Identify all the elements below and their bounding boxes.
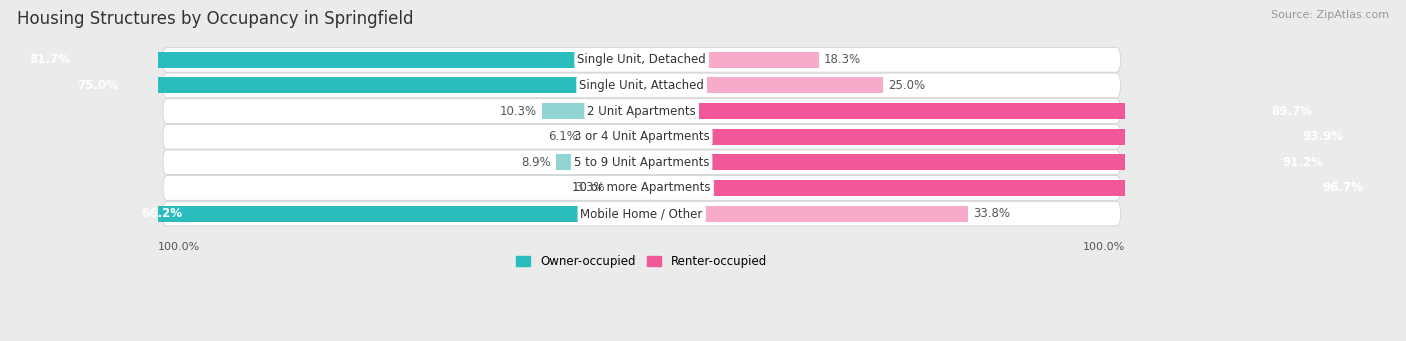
- Text: 100.0%: 100.0%: [159, 242, 201, 252]
- Text: 6.1%: 6.1%: [548, 130, 578, 143]
- Text: 66.2%: 66.2%: [141, 207, 183, 220]
- Text: 89.7%: 89.7%: [1271, 105, 1313, 118]
- FancyBboxPatch shape: [163, 150, 1121, 175]
- Text: 3 or 4 Unit Apartments: 3 or 4 Unit Apartments: [574, 130, 710, 143]
- Text: 96.7%: 96.7%: [1322, 181, 1364, 194]
- Text: Source: ZipAtlas.com: Source: ZipAtlas.com: [1271, 10, 1389, 20]
- Bar: [555, 154, 641, 170]
- FancyBboxPatch shape: [163, 124, 1121, 149]
- Bar: [543, 103, 641, 119]
- Text: 10.3%: 10.3%: [501, 105, 537, 118]
- Bar: [641, 206, 969, 222]
- Text: 5 to 9 Unit Apartments: 5 to 9 Unit Apartments: [574, 156, 710, 169]
- Bar: [641, 52, 818, 68]
- Text: Mobile Home / Other: Mobile Home / Other: [581, 207, 703, 220]
- FancyBboxPatch shape: [163, 47, 1121, 72]
- Bar: [641, 129, 1406, 145]
- Text: 2 Unit Apartments: 2 Unit Apartments: [588, 105, 696, 118]
- Text: 100.0%: 100.0%: [1083, 242, 1125, 252]
- Bar: [641, 154, 1406, 170]
- Text: 91.2%: 91.2%: [1282, 156, 1323, 169]
- FancyBboxPatch shape: [163, 176, 1121, 200]
- Text: 75.0%: 75.0%: [77, 79, 118, 92]
- Bar: [641, 103, 1406, 119]
- Text: 93.9%: 93.9%: [1302, 130, 1343, 143]
- Bar: [1, 206, 641, 222]
- Bar: [0, 77, 641, 93]
- FancyBboxPatch shape: [163, 201, 1121, 226]
- Text: 3.3%: 3.3%: [575, 181, 605, 194]
- Text: 81.7%: 81.7%: [30, 53, 70, 66]
- Text: 18.3%: 18.3%: [824, 53, 860, 66]
- Bar: [641, 77, 883, 93]
- Text: Housing Structures by Occupancy in Springfield: Housing Structures by Occupancy in Sprin…: [17, 10, 413, 28]
- Bar: [0, 52, 641, 68]
- Bar: [582, 129, 641, 145]
- Bar: [610, 180, 641, 196]
- Text: 25.0%: 25.0%: [889, 79, 925, 92]
- Text: Single Unit, Attached: Single Unit, Attached: [579, 79, 704, 92]
- Text: 10 or more Apartments: 10 or more Apartments: [572, 181, 711, 194]
- FancyBboxPatch shape: [163, 99, 1121, 123]
- FancyBboxPatch shape: [163, 73, 1121, 98]
- Bar: [641, 180, 1406, 196]
- Legend: Owner-occupied, Renter-occupied: Owner-occupied, Renter-occupied: [512, 250, 772, 273]
- Text: Single Unit, Detached: Single Unit, Detached: [578, 53, 706, 66]
- Text: 8.9%: 8.9%: [522, 156, 551, 169]
- Text: 33.8%: 33.8%: [973, 207, 1011, 220]
